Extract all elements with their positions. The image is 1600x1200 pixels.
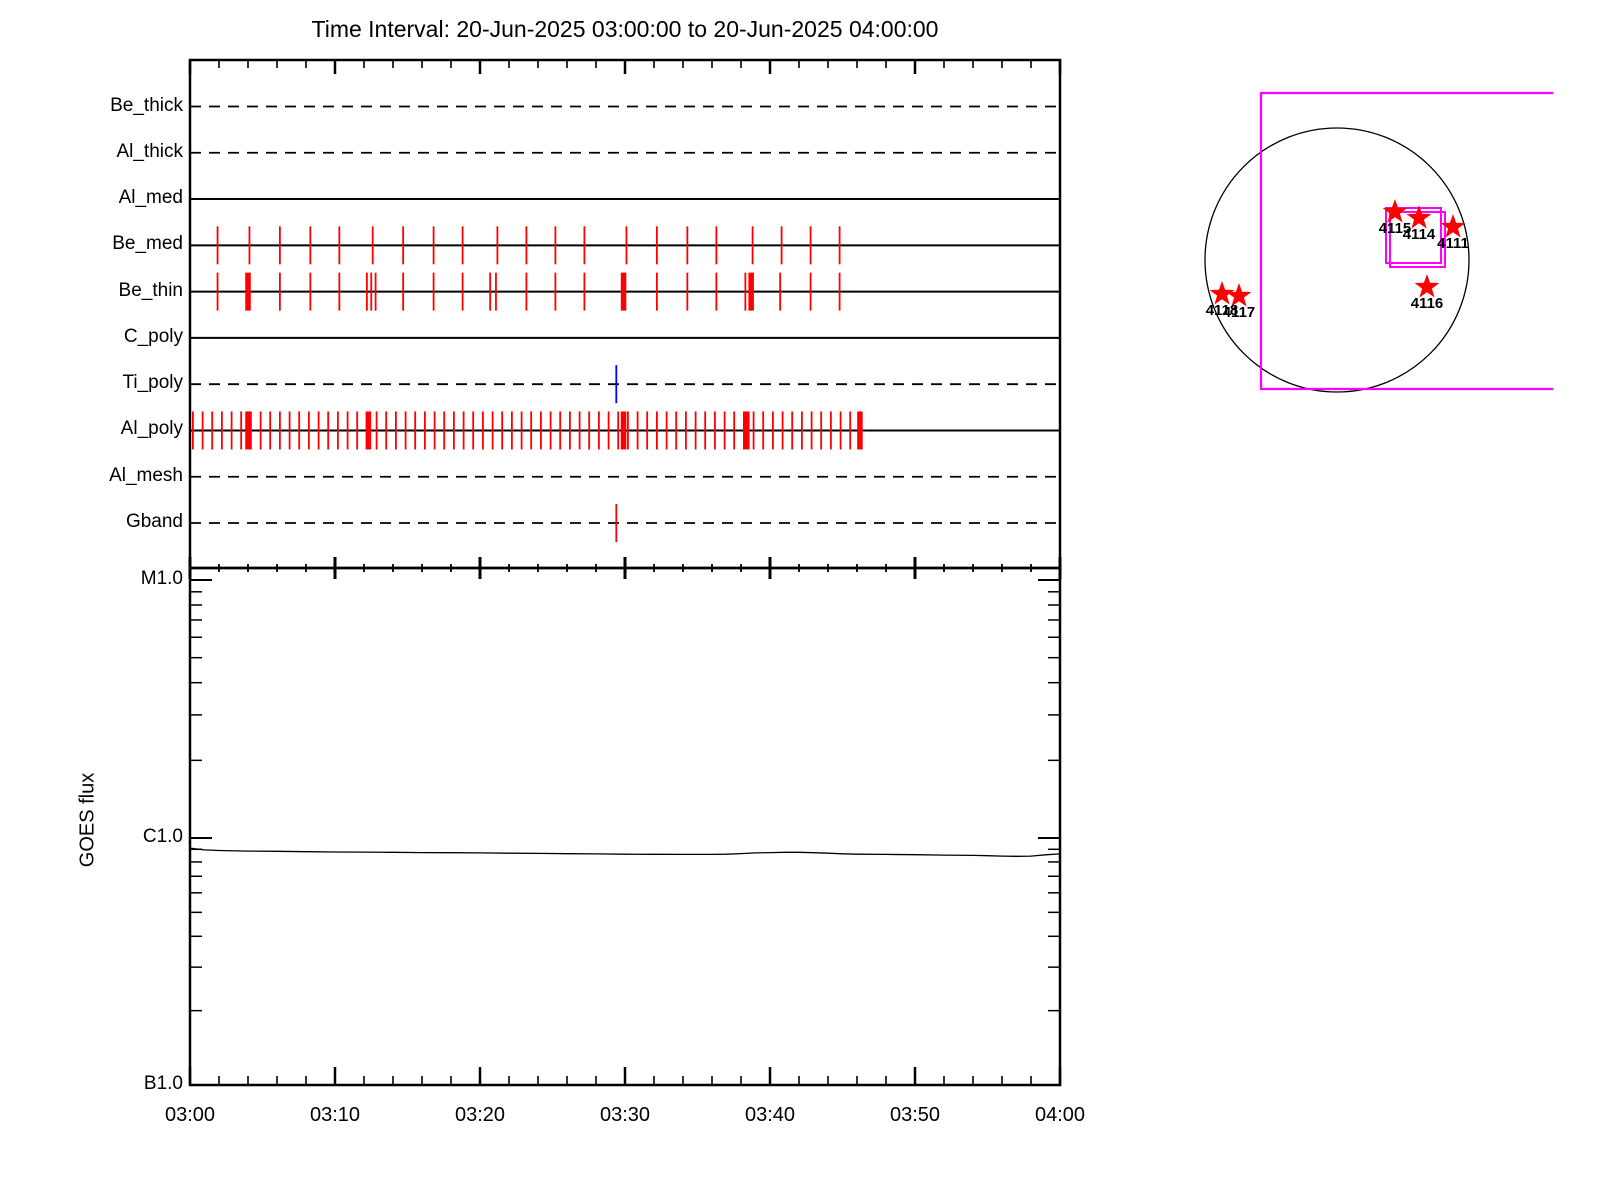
x-axis-label-03:50: 03:50: [889, 1104, 941, 1126]
filter-label-Gband: Gband: [125, 511, 183, 533]
filter-label-Al_med: Al_med: [118, 187, 183, 209]
filter-label-Al_mesh: Al_mesh: [109, 464, 183, 486]
goes-panel-border: [188, 566, 1062, 1087]
active-region-label-4118: 4118: [1205, 302, 1239, 319]
y-axis-label-C1.0: C1.0: [142, 826, 183, 847]
filter-label-Be_med: Be_med: [112, 233, 183, 255]
x-axis-label-03:00: 03:00: [164, 1104, 216, 1126]
x-axis-label-03:40: 03:40: [744, 1104, 796, 1126]
plot-title: Time Interval: 20-Jun-2025 03:00:00 to 2…: [311, 16, 939, 42]
active-region-star: [1382, 199, 1408, 223]
filter-label-Al_poly: Al_poly: [120, 418, 183, 440]
filter-label-C_poly: C_poly: [123, 325, 183, 347]
filter-label-Al_thick: Al_thick: [116, 140, 183, 162]
target-box: [1385, 207, 1442, 264]
active-region-star: [1414, 274, 1440, 298]
active-region-label-4114: 4114: [1402, 226, 1436, 243]
active-region-label-4111: 4111: [1437, 235, 1469, 252]
active-region-star: [1440, 214, 1466, 238]
solar-limb-circle: [1204, 127, 1470, 393]
y-axis-label-B1.0: B1.0: [143, 1073, 183, 1094]
active-region-label-4116: 4116: [1410, 295, 1444, 312]
goes-flux-axis-title: GOES flux: [76, 772, 99, 868]
x-axis-label-03:10: 03:10: [309, 1104, 361, 1126]
filter-panel-border: [188, 58, 1062, 570]
goes-flux-curve: [189, 847, 1061, 857]
filter-label-Be_thick: Be_thick: [110, 94, 183, 116]
y-axis-label-M1.0: M1.0: [140, 568, 183, 589]
active-region-label-4115: 4115: [1378, 220, 1412, 237]
active-region-star: [1226, 283, 1252, 307]
active-region-star: [1406, 205, 1432, 229]
x-axis-label-03:20: 03:20: [454, 1104, 506, 1126]
filter-label-Be_thin: Be_thin: [118, 279, 183, 301]
fov-rectangle: [1259, 91, 1553, 391]
filter-label-Ti_poly: Ti_poly: [122, 372, 183, 394]
x-axis-label-04:00: 04:00: [1034, 1104, 1086, 1126]
x-axis-label-03:30: 03:30: [599, 1104, 651, 1126]
active-region-label-4117: 4117: [1222, 304, 1256, 321]
active-region-star: [1209, 281, 1235, 305]
